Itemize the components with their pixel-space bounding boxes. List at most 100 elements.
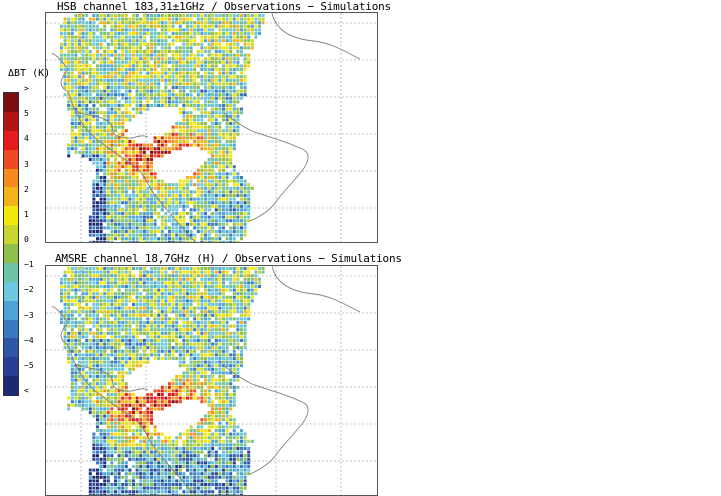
data-pixel (150, 147, 153, 150)
data-pixel (229, 339, 232, 342)
data-pixel (222, 72, 225, 75)
data-pixel (85, 111, 88, 114)
data-pixel (204, 36, 207, 39)
data-pixel (208, 389, 211, 392)
data-pixel (100, 201, 103, 204)
data-pixel (74, 303, 77, 306)
data-pixel (211, 321, 214, 324)
data-pixel (197, 397, 200, 400)
data-pixel (161, 147, 164, 150)
data-pixel (103, 400, 106, 403)
data-pixel (164, 436, 167, 439)
data-pixel (128, 43, 131, 46)
data-pixel (208, 418, 211, 421)
data-pixel (186, 32, 189, 35)
data-pixel (92, 371, 95, 374)
data-pixel (78, 144, 81, 147)
data-pixel (233, 54, 236, 57)
data-pixel (229, 144, 232, 147)
data-pixel (110, 183, 113, 186)
data-pixel (128, 321, 131, 324)
data-pixel (118, 321, 121, 324)
data-pixel (139, 100, 142, 103)
data-pixel (74, 93, 77, 96)
data-pixel (179, 122, 182, 125)
data-pixel (208, 32, 211, 35)
data-pixel (222, 447, 225, 450)
data-pixel (186, 212, 189, 215)
data-pixel (161, 198, 164, 201)
data-pixel (186, 278, 189, 281)
data-pixel (215, 162, 218, 165)
data-pixel (168, 289, 171, 292)
data-pixel (125, 25, 128, 28)
data-pixel (251, 292, 254, 295)
data-pixel (229, 86, 232, 89)
data-pixel (82, 54, 85, 57)
data-pixel (157, 72, 160, 75)
data-pixel (226, 111, 229, 114)
data-pixel (164, 194, 167, 197)
data-pixel (110, 321, 113, 324)
data-pixel (125, 314, 128, 317)
data-pixel (121, 104, 124, 107)
data-pixel (118, 314, 121, 317)
data-pixel (236, 271, 239, 274)
data-pixel (204, 368, 207, 371)
data-pixel (118, 335, 121, 338)
data-pixel (139, 75, 142, 78)
data-pixel (110, 314, 113, 317)
data-pixel (125, 201, 128, 204)
data-pixel (96, 46, 99, 49)
data-pixel (85, 281, 88, 284)
data-pixel (186, 393, 189, 396)
data-pixel (175, 205, 178, 208)
data-pixel (157, 230, 160, 233)
data-pixel (247, 310, 250, 313)
data-pixel (121, 162, 124, 165)
data-pixel (82, 154, 85, 157)
data-pixel (208, 183, 211, 186)
data-pixel (125, 335, 128, 338)
data-pixel (136, 205, 139, 208)
data-pixel (204, 461, 207, 464)
data-pixel (107, 226, 110, 229)
data-pixel (244, 36, 247, 39)
data-pixel (211, 216, 214, 219)
data-pixel (139, 267, 142, 270)
data-pixel (240, 180, 243, 183)
data-pixel (193, 429, 196, 432)
data-pixel (179, 216, 182, 219)
data-pixel (85, 151, 88, 154)
data-pixel (121, 176, 124, 179)
data-pixel (103, 368, 106, 371)
data-pixel (215, 75, 218, 78)
data-pixel (161, 100, 164, 103)
data-pixel (143, 234, 146, 237)
data-pixel (136, 285, 139, 288)
data-pixel (208, 18, 211, 21)
data-pixel (215, 111, 218, 114)
data-pixel (139, 415, 142, 418)
data-pixel (172, 454, 175, 457)
data-pixel (71, 32, 74, 35)
data-pixel (233, 357, 236, 360)
data-pixel (190, 122, 193, 125)
data-pixel (218, 375, 221, 378)
data-pixel (161, 307, 164, 310)
data-pixel (244, 267, 247, 270)
data-pixel (100, 194, 103, 197)
data-pixel (71, 400, 74, 403)
data-pixel (114, 126, 117, 129)
data-pixel (193, 382, 196, 385)
data-pixel (85, 407, 88, 410)
data-pixel (125, 285, 128, 288)
data-pixel (215, 129, 218, 132)
data-pixel (78, 50, 81, 53)
data-pixel (215, 353, 218, 356)
data-pixel (143, 289, 146, 292)
data-pixel (175, 314, 178, 317)
data-pixel (179, 54, 182, 57)
data-pixel (208, 28, 211, 31)
data-pixel (197, 436, 200, 439)
